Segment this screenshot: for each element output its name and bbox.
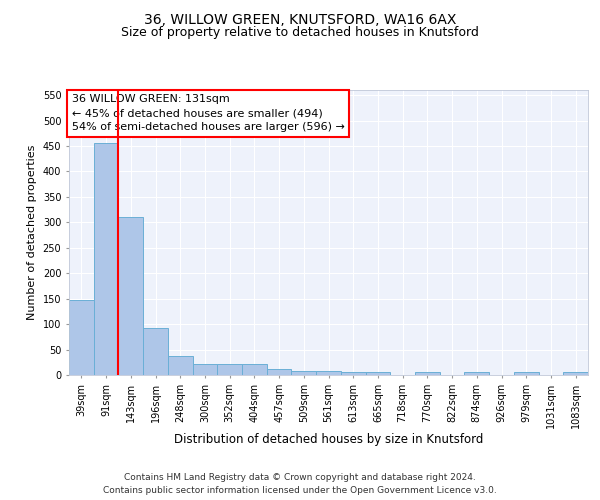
Bar bbox=[341, 372, 365, 375]
Bar bbox=[143, 328, 168, 375]
Text: Contains public sector information licensed under the Open Government Licence v3: Contains public sector information licen… bbox=[103, 486, 497, 495]
Text: Contains HM Land Registry data © Crown copyright and database right 2024.: Contains HM Land Registry data © Crown c… bbox=[124, 472, 476, 482]
Bar bbox=[292, 372, 316, 375]
Bar bbox=[118, 217, 143, 375]
Bar bbox=[217, 364, 242, 375]
Bar bbox=[415, 372, 440, 375]
Text: Size of property relative to detached houses in Knutsford: Size of property relative to detached ho… bbox=[121, 26, 479, 39]
Text: 36 WILLOW GREEN: 131sqm
← 45% of detached houses are smaller (494)
54% of semi-d: 36 WILLOW GREEN: 131sqm ← 45% of detache… bbox=[71, 94, 344, 132]
Bar bbox=[193, 364, 217, 375]
Bar bbox=[563, 372, 588, 375]
Bar bbox=[464, 372, 489, 375]
Bar bbox=[94, 144, 118, 375]
Bar bbox=[267, 369, 292, 375]
Bar bbox=[168, 356, 193, 375]
Text: 36, WILLOW GREEN, KNUTSFORD, WA16 6AX: 36, WILLOW GREEN, KNUTSFORD, WA16 6AX bbox=[144, 12, 456, 26]
Bar bbox=[242, 364, 267, 375]
Bar bbox=[514, 372, 539, 375]
Bar bbox=[316, 372, 341, 375]
Y-axis label: Number of detached properties: Number of detached properties bbox=[27, 145, 37, 320]
X-axis label: Distribution of detached houses by size in Knutsford: Distribution of detached houses by size … bbox=[174, 434, 483, 446]
Bar bbox=[69, 300, 94, 375]
Bar bbox=[365, 372, 390, 375]
